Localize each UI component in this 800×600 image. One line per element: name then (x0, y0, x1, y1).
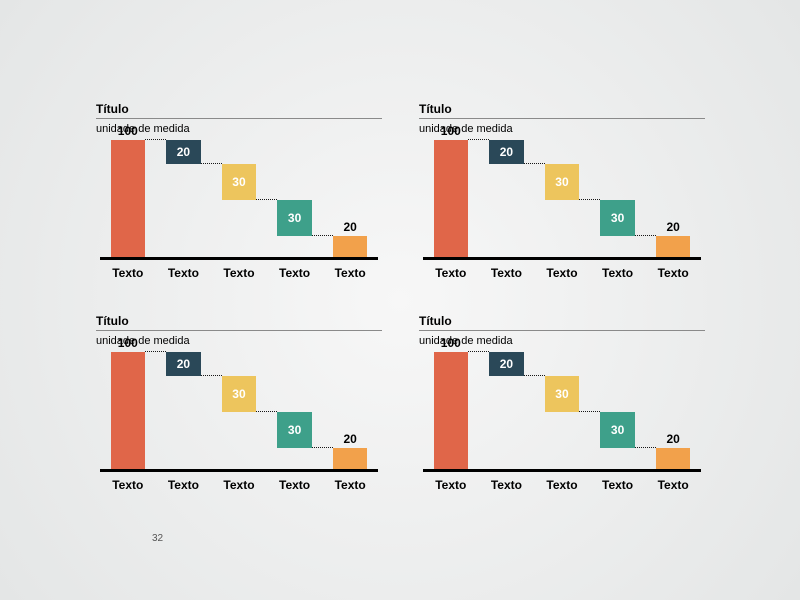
category-label: Texto (211, 478, 267, 492)
chart-title: Título (96, 102, 129, 116)
x-axis (423, 257, 701, 260)
bar-value-label: 30 (600, 211, 634, 225)
bar-value-label: 30 (545, 175, 579, 189)
waterfall-bar: 30 (600, 412, 634, 448)
category-label: Texto (645, 266, 701, 280)
bar-value-label: 100 (111, 336, 145, 352)
chart-title: Título (96, 314, 129, 328)
waterfall-chart: 100 20 30 30 20 (423, 140, 701, 260)
category-labels: TextoTextoTextoTextoTexto (100, 266, 378, 280)
waterfall-bar: 100 (111, 140, 145, 260)
category-label: Texto (590, 266, 646, 280)
category-label: Texto (534, 266, 590, 280)
chart-grid: Títulounidade de medida10020303020TextoT… (96, 102, 712, 508)
connector-line (145, 139, 166, 140)
connector-line (145, 351, 166, 352)
category-label: Texto (534, 478, 590, 492)
connector-line (524, 375, 545, 376)
connector-line (579, 411, 600, 412)
bar-value-label: 100 (434, 124, 468, 140)
category-label: Texto (645, 478, 701, 492)
waterfall-bar: 30 (545, 164, 579, 200)
category-labels: TextoTextoTextoTextoTexto (423, 478, 701, 492)
bar-value-label: 100 (434, 336, 468, 352)
connector-line (524, 163, 545, 164)
bar-value-label: 30 (277, 423, 311, 437)
connector-line (201, 163, 222, 164)
connector-line (468, 351, 489, 352)
connector-line (312, 447, 333, 448)
bar-value-label: 20 (333, 220, 367, 236)
bar-value-label: 20 (489, 145, 523, 159)
category-label: Texto (267, 266, 323, 280)
waterfall-bar: 30 (222, 376, 256, 412)
waterfall-bar: 20 (166, 140, 200, 164)
chart-title: Título (419, 314, 452, 328)
category-label: Texto (156, 266, 212, 280)
waterfall-bar: 20 (489, 352, 523, 376)
waterfall-chart: 100 20 30 30 20 (423, 352, 701, 472)
connector-line (256, 411, 277, 412)
waterfall-bar: 30 (545, 376, 579, 412)
connector-line (201, 375, 222, 376)
category-label: Texto (479, 266, 535, 280)
category-label: Texto (267, 478, 323, 492)
bar-value-label: 30 (545, 387, 579, 401)
title-rule (419, 330, 705, 331)
chart-title: Título (419, 102, 452, 116)
bar-value-label: 20 (656, 220, 690, 236)
category-label: Texto (322, 266, 378, 280)
bar-value-label: 20 (489, 357, 523, 371)
connector-line (468, 139, 489, 140)
waterfall-bar: 30 (222, 164, 256, 200)
waterfall-bar: 30 (277, 412, 311, 448)
chart-panel: Títulounidade de medida10020303020TextoT… (96, 314, 389, 508)
category-label: Texto (211, 266, 267, 280)
waterfall-bar: 100 (434, 140, 468, 260)
connector-line (256, 199, 277, 200)
x-axis (100, 469, 378, 472)
category-label: Texto (100, 266, 156, 280)
bar-value-label: 20 (656, 432, 690, 448)
category-label: Texto (322, 478, 378, 492)
connector-line (635, 447, 656, 448)
title-rule (96, 118, 382, 119)
category-label: Texto (590, 478, 646, 492)
waterfall-bar: 20 (489, 140, 523, 164)
waterfall-bar: 30 (600, 200, 634, 236)
title-rule (419, 118, 705, 119)
title-rule (96, 330, 382, 331)
connector-line (312, 235, 333, 236)
x-axis (100, 257, 378, 260)
chart-panel: Títulounidade de medida10020303020TextoT… (419, 314, 712, 508)
category-label: Texto (423, 478, 479, 492)
connector-line (579, 199, 600, 200)
bar-value-label: 30 (222, 387, 256, 401)
waterfall-chart: 100 20 30 30 20 (100, 352, 378, 472)
waterfall-bar: 30 (277, 200, 311, 236)
page-number: 32 (152, 533, 163, 544)
category-label: Texto (423, 266, 479, 280)
waterfall-chart: 100 20 30 30 20 (100, 140, 378, 260)
bar-value-label: 20 (166, 357, 200, 371)
bar-value-label: 20 (333, 432, 367, 448)
waterfall-bar: 100 (434, 352, 468, 472)
bar-value-label: 30 (277, 211, 311, 225)
category-labels: TextoTextoTextoTextoTexto (423, 266, 701, 280)
connector-line (635, 235, 656, 236)
category-labels: TextoTextoTextoTextoTexto (100, 478, 378, 492)
category-label: Texto (100, 478, 156, 492)
waterfall-bar: 20 (166, 352, 200, 376)
bar-value-label: 30 (222, 175, 256, 189)
bar-value-label: 100 (111, 124, 145, 140)
waterfall-bar: 100 (111, 352, 145, 472)
chart-panel: Títulounidade de medida10020303020TextoT… (96, 102, 389, 296)
chart-panel: Títulounidade de medida10020303020TextoT… (419, 102, 712, 296)
category-label: Texto (479, 478, 535, 492)
bar-value-label: 20 (166, 145, 200, 159)
bar-value-label: 30 (600, 423, 634, 437)
x-axis (423, 469, 701, 472)
category-label: Texto (156, 478, 212, 492)
